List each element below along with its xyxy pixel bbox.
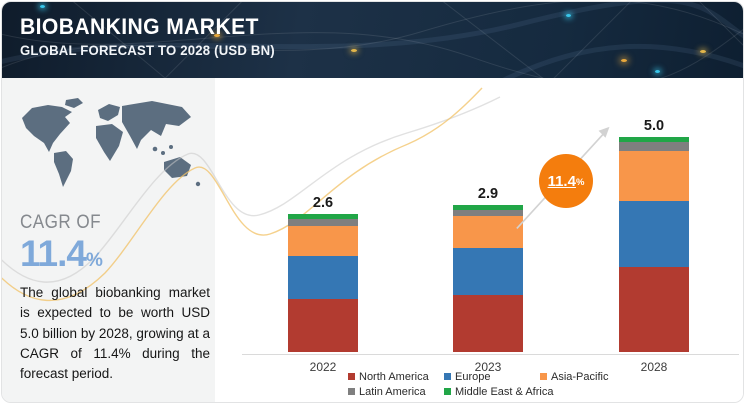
header: BIOBANKING MARKET GLOBAL FORECAST TO 202… [2, 2, 743, 78]
legend-row: Latin America Middle East & Africa [348, 384, 636, 399]
legend-label: North America [359, 370, 429, 383]
cagr-block: CAGR OF 11.4% [20, 212, 110, 272]
chart-area: 11.4% 2.6 2.9 5.0 2022 2023 2028 North Ameri… [215, 78, 743, 402]
bar-segment-latin-america [288, 218, 358, 226]
legend-label: Latin America [359, 385, 426, 398]
legend-swatch [444, 373, 451, 380]
x-axis-label-2023: 2023 [474, 360, 502, 374]
legend-label: Middle East & Africa [455, 385, 554, 398]
bar-2023 [453, 205, 523, 352]
legend-label: Asia-Pacific [551, 370, 609, 383]
sidebar: CAGR OF 11.4% The global biobanking mark… [2, 78, 215, 402]
cagr-percent-sign: % [85, 250, 103, 271]
bar-segment-latin-america [619, 142, 689, 152]
legend: North America Europe Asia-Pacific Latin Ame… [348, 369, 636, 399]
bar-2028 [619, 137, 689, 352]
bar-total-label: 2.6 [312, 195, 334, 211]
header-network-decoration [2, 2, 743, 78]
glow-dot-cyan [40, 5, 45, 8]
legend-swatch [348, 373, 355, 380]
legend-swatch [444, 388, 451, 395]
glow-dot-cyan [655, 70, 660, 73]
page-subtitle: GLOBAL FORECAST TO 2028 (USD BN) [20, 42, 275, 58]
page-title: BIOBANKING MARKET [20, 14, 259, 39]
bar-total-label: 2.9 [477, 186, 499, 202]
cagr-value: 11.4% [20, 235, 110, 272]
x-axis [242, 354, 739, 355]
legend-item-europe: Europe [444, 369, 540, 384]
bar-segment-north-america [453, 295, 523, 352]
badge-value: 11.4 [547, 172, 576, 190]
cagr-badge: 11.4% [539, 154, 593, 208]
legend-label: Europe [455, 370, 491, 383]
bar-segment-europe [619, 201, 689, 267]
bar-segment-asia-pacific [288, 225, 358, 256]
glow-dot-amber [351, 49, 357, 52]
bar-segment-middle-east-africa [619, 137, 689, 143]
legend-item-latin-america: Latin America [348, 384, 444, 399]
x-axis-label-2028: 2028 [640, 360, 668, 374]
glow-dot-amber [214, 34, 220, 37]
bar-segment-north-america [619, 266, 689, 352]
legend-item-north-america: North America [348, 369, 444, 384]
legend-swatch [540, 373, 547, 380]
cagr-number: 11.4 [20, 233, 87, 274]
bar-segment-europe [453, 248, 523, 296]
bar-segment-asia-pacific [619, 151, 689, 202]
x-axis-label-2022: 2022 [309, 360, 337, 374]
world-map [22, 98, 201, 187]
infographic-card: BIOBANKING MARKET GLOBAL FORECAST TO 202… [1, 1, 744, 403]
legend-row: North America Europe Asia-Pacific [348, 369, 636, 384]
bar-segment-north-america [288, 298, 358, 352]
market-summary-text: The global biobanking market is expected… [20, 285, 210, 381]
glow-dot-amber [621, 59, 627, 62]
cagr-label: CAGR OF [20, 212, 102, 233]
bar-total-label: 5.0 [643, 118, 665, 134]
legend-item-middle-east-africa: Middle East & Africa [444, 384, 553, 399]
glow-dot-amber [700, 50, 706, 53]
legend-item-asia-pacific: Asia-Pacific [540, 369, 636, 384]
glow-dot-cyan [566, 14, 571, 17]
bar-2022 [288, 214, 358, 352]
legend-swatch [348, 388, 355, 395]
badge-percent-sign: % [575, 176, 585, 188]
bar-segment-asia-pacific [453, 216, 523, 249]
bar-segment-europe [288, 255, 358, 299]
